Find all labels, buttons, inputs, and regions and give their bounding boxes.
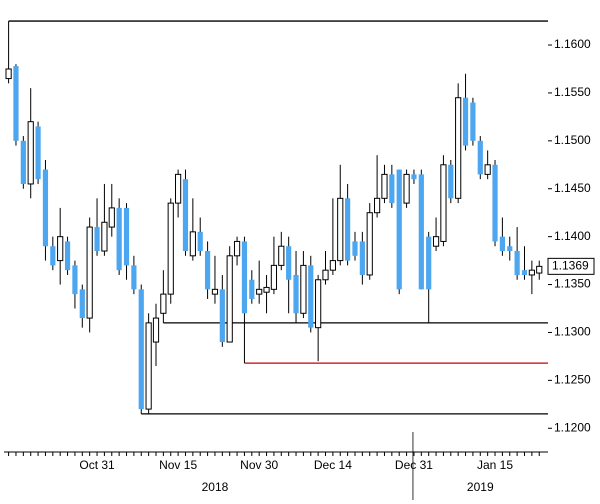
- candle-body: [256, 288, 263, 295]
- y-tick-label: 1.1200: [554, 420, 591, 434]
- y-tick-label: 1.1250: [554, 373, 591, 387]
- candle-body: [94, 227, 100, 252]
- candle-body: [492, 164, 498, 242]
- candle-body: [470, 102, 476, 141]
- candle-body: [167, 202, 174, 295]
- candle-body: [211, 288, 219, 295]
- candle-body: [226, 255, 233, 343]
- y-tick-label: 1.1550: [554, 85, 591, 99]
- candle-body: [138, 289, 144, 410]
- candle-body: [182, 179, 189, 252]
- candle-body: [116, 207, 122, 271]
- candle-body: [432, 236, 440, 247]
- candle-body: [477, 140, 483, 175]
- candle-body: [27, 121, 34, 185]
- candle-body: [219, 289, 225, 343]
- candle-body: [293, 274, 299, 314]
- candle-body: [131, 265, 137, 290]
- candle-body: [536, 265, 543, 274]
- x-tick-label: Oct 31: [79, 458, 115, 472]
- candle-body: [300, 264, 307, 314]
- candle-body: [359, 241, 365, 275]
- candle-body: [278, 245, 285, 266]
- candle-body: [411, 174, 417, 180]
- candle-body: [57, 236, 64, 262]
- candle-body: [270, 264, 278, 290]
- candle-body: [389, 174, 395, 204]
- candle-body: [79, 289, 85, 319]
- candle-body: [374, 197, 381, 214]
- candle-body: [263, 286, 270, 293]
- candle-body: [396, 169, 402, 290]
- candle-body: [42, 169, 49, 247]
- candle-body: [152, 317, 160, 343]
- candle-body: [352, 241, 358, 256]
- candle-body: [418, 174, 424, 290]
- candle-body: [403, 173, 410, 204]
- x-tick-label: Dec 14: [314, 458, 352, 472]
- x-tick-label: Dec 31: [395, 458, 433, 472]
- candle-body: [322, 269, 329, 281]
- candle-body: [50, 246, 56, 266]
- candle-body: [189, 231, 196, 257]
- candle-body: [123, 207, 130, 266]
- candle-body: [484, 164, 491, 175]
- last-price-label: 1.1369: [552, 259, 589, 273]
- y-tick-label: 1.1600: [554, 37, 591, 51]
- y-tick-label: 1.1500: [554, 133, 591, 147]
- year-label: 2019: [467, 480, 494, 494]
- candle-body: [5, 68, 12, 80]
- x-tick-label: Nov 15: [159, 458, 197, 472]
- candle-body: [440, 164, 447, 242]
- candle-body: [241, 241, 248, 314]
- candle-body: [426, 236, 432, 290]
- candle-body: [233, 240, 241, 257]
- x-tick-label: Jan 15: [477, 458, 513, 472]
- candle-body: [175, 173, 182, 204]
- x-tick-label: Nov 30: [240, 458, 278, 472]
- candle-body: [528, 269, 535, 276]
- candle-body: [101, 221, 108, 252]
- candle-body: [160, 293, 167, 314]
- candle-body: [35, 126, 41, 180]
- y-tick-label: 1.1400: [554, 229, 591, 243]
- candle-body: [197, 231, 203, 252]
- y-tick-label: 1.1300: [554, 325, 591, 339]
- candle-body: [64, 241, 71, 271]
- y-tick-label: 1.1450: [554, 181, 591, 195]
- candle-body: [345, 198, 351, 261]
- candle-body: [462, 97, 469, 146]
- candle-body: [507, 246, 513, 252]
- candle-body: [366, 212, 373, 276]
- year-label: 2018: [202, 480, 229, 494]
- candle-body: [381, 173, 388, 199]
- candle-body: [329, 260, 336, 271]
- candle-body: [521, 270, 528, 275]
- candle-body: [204, 251, 211, 290]
- candle-body: [108, 207, 115, 228]
- candle-body: [514, 251, 520, 275]
- candle-body: [315, 279, 322, 329]
- candle-body: [308, 265, 314, 328]
- candle-body: [249, 279, 255, 299]
- candle-body: [455, 97, 462, 199]
- candle-body: [337, 197, 344, 262]
- candle-body: [86, 226, 93, 319]
- candle-body: [286, 246, 292, 280]
- candle-body: [499, 236, 505, 252]
- candle-body: [13, 66, 19, 141]
- y-tick-label: 1.1350: [554, 277, 591, 291]
- candle-body: [20, 140, 26, 184]
- candle-body: [145, 322, 152, 410]
- last-price-box: [547, 257, 595, 275]
- candle-body: [72, 265, 78, 295]
- candle-body: [448, 164, 454, 199]
